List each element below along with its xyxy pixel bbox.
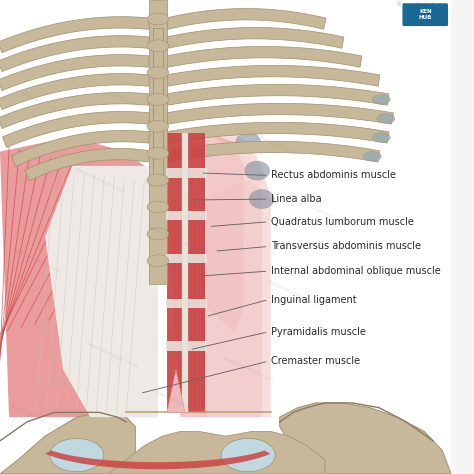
Text: www.kenhub.com: www.kenhub.com [19,90,72,118]
Text: www.kenhub.com: www.kenhub.com [10,246,63,275]
Polygon shape [0,17,149,53]
Polygon shape [167,133,183,412]
Ellipse shape [363,152,381,161]
Polygon shape [166,84,389,105]
Text: www.kenhub.com: www.kenhub.com [299,199,351,228]
Ellipse shape [377,114,395,123]
Text: KEN
HUB: KEN HUB [419,9,432,20]
Polygon shape [166,211,207,220]
Text: www.kenhub.com: www.kenhub.com [145,223,198,251]
Text: Transversus abdominis muscle: Transversus abdominis muscle [271,241,421,252]
Polygon shape [0,92,149,128]
Text: www.kenhub.com: www.kenhub.com [109,90,162,118]
Polygon shape [167,180,262,417]
Ellipse shape [147,13,169,25]
Polygon shape [166,122,389,143]
Text: www.kenhub.com: www.kenhub.com [87,341,139,370]
Polygon shape [153,28,164,180]
Polygon shape [166,254,207,263]
Polygon shape [46,450,271,469]
Text: www.kenhub.com: www.kenhub.com [10,403,63,431]
Text: Quadratus lumborum muscle: Quadratus lumborum muscle [271,217,414,227]
Ellipse shape [372,133,390,142]
Ellipse shape [221,438,275,472]
Polygon shape [166,341,207,351]
Polygon shape [108,431,325,474]
Polygon shape [207,133,244,332]
Polygon shape [166,9,326,29]
Polygon shape [187,133,205,412]
Polygon shape [149,0,167,284]
Ellipse shape [245,161,270,180]
Text: Linea alba: Linea alba [271,194,321,204]
Polygon shape [0,412,136,474]
Ellipse shape [147,174,169,186]
Polygon shape [45,166,158,417]
Text: www.kenhub.com: www.kenhub.com [267,280,319,308]
Polygon shape [2,111,149,147]
Ellipse shape [147,147,169,159]
Text: Pyramidalis muscle: Pyramidalis muscle [271,327,365,337]
Ellipse shape [249,190,274,209]
Text: www.kenhub.com: www.kenhub.com [73,166,126,194]
Text: Internal abdominal oblique muscle: Internal abdominal oblique muscle [271,266,440,276]
Polygon shape [167,133,271,417]
Polygon shape [0,142,158,417]
Polygon shape [0,36,149,72]
Text: www.kenhub.com: www.kenhub.com [245,128,297,156]
Polygon shape [207,133,262,417]
Text: www.kenhub.com: www.kenhub.com [222,356,274,384]
Ellipse shape [147,67,169,79]
Polygon shape [166,299,207,308]
Polygon shape [166,27,344,48]
Ellipse shape [372,95,390,104]
Ellipse shape [236,133,261,152]
Polygon shape [166,168,207,178]
Ellipse shape [147,255,169,267]
Ellipse shape [147,40,169,52]
Polygon shape [0,73,149,109]
Polygon shape [0,55,149,91]
Polygon shape [166,65,380,86]
Polygon shape [280,403,451,474]
Text: Cremaster muscle: Cremaster muscle [271,356,360,366]
Text: Rectus abdominis muscle: Rectus abdominis muscle [271,170,396,181]
Text: © www.kenhub.com: © www.kenhub.com [397,2,447,8]
Text: Inguinal ligament: Inguinal ligament [271,294,356,305]
Text: www.kenhub.com: www.kenhub.com [154,389,207,417]
Ellipse shape [50,438,104,472]
Polygon shape [166,46,362,67]
Polygon shape [167,370,185,412]
FancyBboxPatch shape [402,3,448,26]
Polygon shape [25,148,150,181]
Ellipse shape [147,228,169,240]
Ellipse shape [147,94,169,106]
Polygon shape [166,141,380,162]
Ellipse shape [147,120,169,132]
Polygon shape [11,130,149,166]
Bar [182,133,188,412]
Ellipse shape [147,201,169,213]
Polygon shape [166,103,393,124]
